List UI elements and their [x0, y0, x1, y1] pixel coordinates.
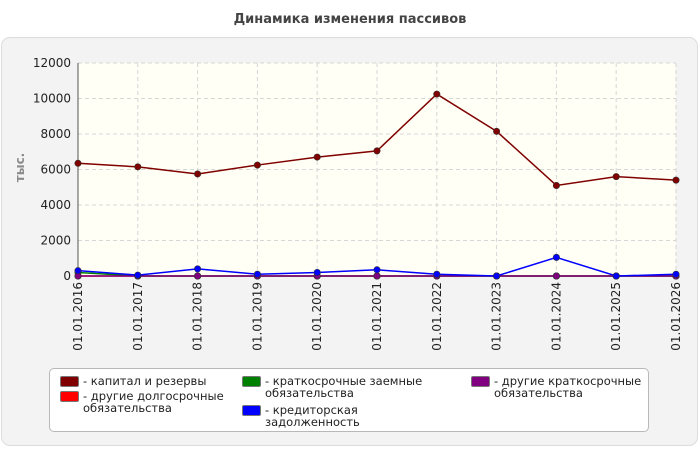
y-axis-label: тыс.	[13, 153, 27, 182]
series-point-3	[134, 271, 142, 279]
series-point-0	[612, 173, 620, 181]
series-point-3	[194, 265, 202, 273]
series-point-3	[433, 270, 441, 278]
x-tick-label: 01.01.2024	[549, 282, 563, 351]
chart-title: Динамика изменения пассивов	[233, 12, 467, 27]
y-tick-label: 12000	[33, 56, 71, 70]
x-tick-label: 01.01.2026	[669, 282, 683, 351]
y-tick-label: 10000	[33, 92, 71, 106]
series-point-0	[493, 127, 501, 135]
legend-swatch-other-long	[60, 391, 79, 402]
series-point-3	[373, 266, 381, 274]
legend-label-short-loans: - краткосрочные заемные обязательства	[265, 374, 423, 400]
y-tick-label: 6000	[40, 163, 71, 177]
x-tick-label: 01.01.2017	[131, 282, 145, 351]
legend-swatch-capital	[60, 376, 79, 387]
series-point-0	[134, 163, 142, 171]
legend-label-other-short: - другие краткосрочные обязательства	[494, 374, 642, 400]
legend-label-payables: - кредиторская задолженность	[265, 403, 360, 429]
x-tick-label: 01.01.2025	[609, 282, 623, 351]
series-point-0	[313, 153, 321, 161]
legend-swatch-payables	[242, 405, 261, 416]
x-tick-label: 01.01.2022	[430, 282, 444, 351]
series-point-3	[612, 272, 620, 280]
x-tick-label: 01.01.2023	[490, 282, 504, 351]
series-point-0	[552, 181, 560, 189]
series-point-0	[672, 176, 680, 184]
legend-item-capital[interactable]: - капитал и резервы	[60, 375, 253, 387]
legend-swatch-other-short	[471, 376, 490, 387]
legend-label-other-long: - другие долгосрочные обязательства	[83, 389, 224, 415]
y-tick-label: 2000	[40, 234, 71, 248]
series-point-4	[373, 272, 381, 280]
y-tick-label: 4000	[40, 198, 71, 212]
series-point-0	[194, 170, 202, 178]
legend-item-other-long[interactable]: - другие долгосрочные обязательства	[60, 390, 253, 414]
series-point-0	[253, 161, 261, 169]
x-tick-label: 01.01.2019	[250, 282, 264, 351]
x-tick-label: 01.01.2020	[310, 282, 324, 351]
legend-swatch-short-loans	[242, 376, 261, 387]
chart-legend: - капитал и резервы - краткосрочные заем…	[49, 368, 649, 432]
series-point-3	[313, 268, 321, 276]
series-point-3	[74, 267, 82, 275]
legend-label-capital: - капитал и резервы	[83, 374, 207, 388]
y-tick-label: 0	[63, 269, 71, 283]
legend-item-short-loans[interactable]: - краткосрочные заемные обязательства	[242, 375, 435, 399]
y-tick-label: 8000	[40, 127, 71, 141]
series-point-3	[253, 270, 261, 278]
legend-item-payables[interactable]: - кредиторская задолженность	[242, 404, 435, 428]
series-point-0	[74, 159, 82, 167]
legend-item-other-short[interactable]: - другие краткосрочные обязательства	[471, 375, 664, 399]
series-point-3	[552, 253, 560, 261]
x-tick-label: 01.01.2016	[71, 282, 85, 351]
series-point-4	[194, 272, 202, 280]
x-tick-label: 01.01.2018	[191, 282, 205, 351]
series-point-3	[672, 270, 680, 278]
series-point-0	[373, 147, 381, 155]
series-point-4	[552, 272, 560, 280]
series-point-0	[433, 90, 441, 98]
series-point-3	[493, 272, 501, 280]
x-tick-label: 01.01.2021	[370, 282, 384, 351]
